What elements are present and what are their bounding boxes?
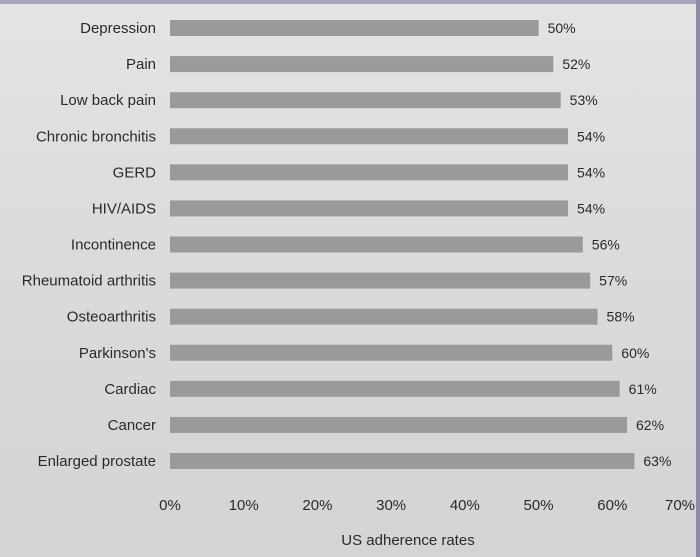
x-axis-title: US adherence rates	[341, 532, 474, 549]
category-labels-group: Depression Pain Low back pain Chronic bronc…	[22, 20, 157, 470]
bar	[170, 128, 569, 145]
category-label: Cancer	[108, 417, 156, 434]
value-label: 58%	[607, 309, 635, 325]
value-label: 54%	[577, 200, 605, 216]
bar	[170, 56, 554, 73]
value-label: 63%	[643, 453, 671, 469]
category-label: Incontinence	[71, 237, 156, 254]
x-tick-label: 50%	[524, 497, 554, 514]
bar	[170, 92, 561, 109]
bar	[170, 272, 591, 289]
value-label: 60%	[621, 345, 649, 361]
category-label: Cardiac	[104, 381, 156, 398]
value-label: 52%	[562, 56, 590, 72]
x-tick-label: 40%	[450, 497, 480, 514]
category-label: Parkinson's	[79, 345, 156, 362]
bar	[170, 380, 620, 397]
bar	[170, 20, 539, 36]
value-label: 54%	[577, 164, 605, 180]
category-label: HIV/AIDS	[92, 200, 156, 217]
x-tick-label: 60%	[597, 497, 627, 514]
category-label: Low back pain	[60, 92, 156, 109]
category-label: GERD	[113, 164, 157, 181]
value-labels-group: 50% 52% 53% 54% 54% 54% 56% 57% 58% 60% 61% 62% 63%	[548, 20, 672, 469]
bar	[170, 200, 569, 217]
bar	[170, 164, 569, 181]
x-tick-label: 70%	[665, 497, 695, 514]
bar	[170, 453, 635, 469]
x-tick-labels-group: 0% 10% 20% 30% 40% 50% 60% 70%	[159, 497, 695, 514]
category-label: Pain	[126, 56, 156, 73]
value-label: 62%	[636, 417, 664, 433]
value-label: 54%	[577, 128, 605, 144]
value-label: 57%	[599, 273, 627, 289]
bar	[170, 344, 613, 361]
bar	[170, 308, 598, 325]
value-label: 61%	[629, 381, 657, 397]
value-label: 53%	[570, 92, 598, 108]
x-tick-label: 30%	[376, 497, 406, 514]
category-label: Enlarged prostate	[38, 453, 156, 470]
bar	[170, 236, 583, 253]
bar	[170, 416, 628, 433]
x-tick-label: 10%	[229, 497, 259, 514]
x-tick-label: 20%	[302, 497, 332, 514]
category-label: Osteoarthritis	[67, 309, 156, 326]
value-label: 50%	[548, 20, 576, 36]
value-label: 56%	[592, 237, 620, 253]
category-label: Rheumatoid arthritis	[22, 273, 156, 290]
x-tick-label: 0%	[159, 497, 181, 514]
category-label: Depression	[80, 20, 156, 37]
category-label: Chronic bronchitis	[36, 128, 156, 145]
bars-group	[170, 20, 635, 469]
